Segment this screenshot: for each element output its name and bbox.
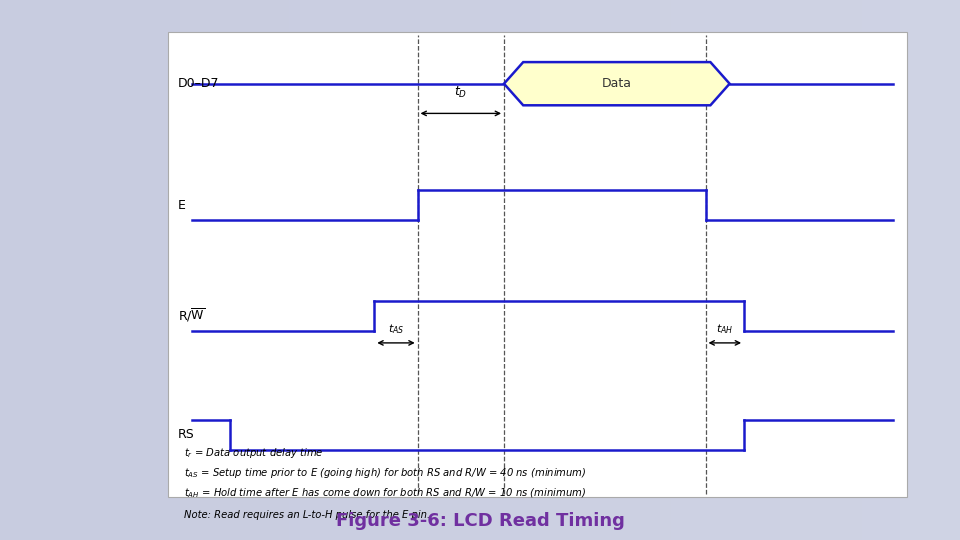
- Text: $t_r$ = Data output delay time: $t_r$ = Data output delay time: [184, 446, 324, 460]
- Text: $t_{AS}$ = Setup time prior to E (going high) for both RS and R/W = 40 ns (minim: $t_{AS}$ = Setup time prior to E (going …: [184, 466, 587, 480]
- Text: Note: Read requires an L-to-H pulse for the E pin.: Note: Read requires an L-to-H pulse for …: [184, 510, 430, 520]
- Text: $t_{AH}$: $t_{AH}$: [716, 322, 733, 336]
- Text: $t_D$: $t_D$: [454, 85, 468, 100]
- Text: E: E: [178, 199, 185, 212]
- Text: D0–D7: D0–D7: [178, 77, 219, 90]
- Text: R/$\overline{\rm W}$: R/$\overline{\rm W}$: [178, 307, 204, 325]
- FancyBboxPatch shape: [168, 32, 907, 497]
- Polygon shape: [504, 62, 730, 105]
- Text: RS: RS: [178, 428, 194, 441]
- Text: Figure 3-6: LCD Read Timing: Figure 3-6: LCD Read Timing: [336, 512, 624, 530]
- Text: $t_{AH}$ = Hold time after E has come down for both RS and R/W = 10 ns (minimum): $t_{AH}$ = Hold time after E has come do…: [184, 487, 587, 500]
- Text: Data: Data: [602, 77, 632, 90]
- Text: $t_{AS}$: $t_{AS}$: [388, 322, 404, 336]
